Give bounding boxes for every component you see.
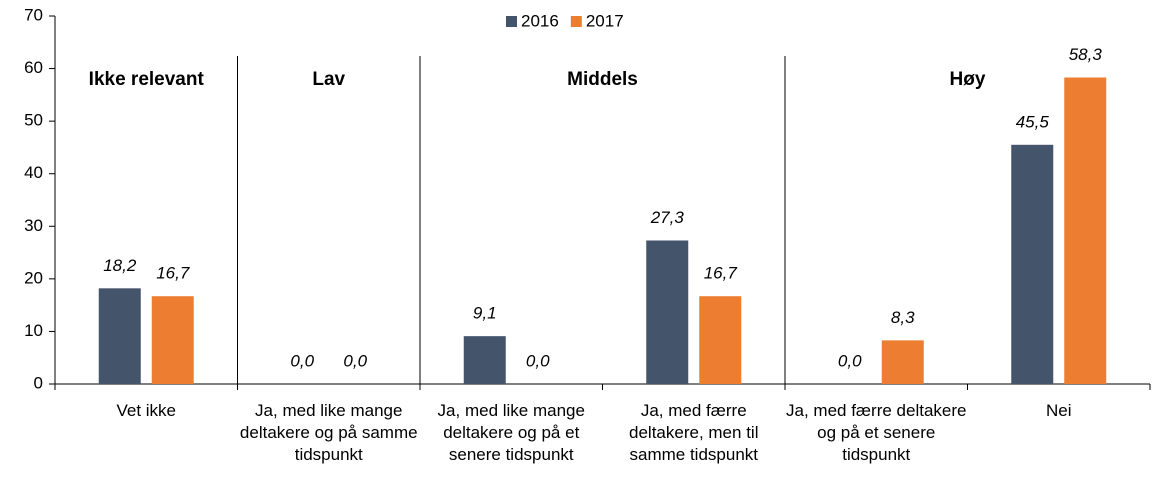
x-tick-label: Ja, med like mange deltakere og på et se… [437, 401, 585, 464]
value-label: 58,3 [1069, 45, 1103, 64]
legend-label: 2017 [586, 11, 624, 30]
bar [881, 340, 924, 384]
x-tick-label: Nei [1045, 401, 1072, 420]
x-tick-label: Ja, med like mange deltakere og på samme… [239, 401, 418, 464]
y-tick-label: 0 [34, 373, 43, 392]
y-tick-label: 20 [24, 268, 43, 287]
bar [98, 288, 141, 384]
bar [1064, 77, 1107, 384]
y-tick-label: 30 [24, 216, 43, 235]
value-label: 45,5 [1016, 112, 1050, 131]
bar [463, 336, 506, 384]
bar [151, 296, 194, 384]
bar [646, 240, 689, 384]
y-tick-label: 50 [24, 111, 43, 130]
value-label: 18,2 [103, 256, 137, 275]
bar [1011, 144, 1054, 384]
x-tick-label: Vet ikke [116, 401, 177, 420]
value-label: 16,7 [156, 264, 190, 283]
value-label: 0,0 [838, 351, 862, 370]
x-tick-label: Ja, med færre deltakere, men til samme t… [629, 401, 759, 464]
y-tick-label: 70 [24, 5, 43, 24]
value-label: 0,0 [526, 351, 550, 370]
section-label: Høy [950, 69, 986, 90]
legend-label: 2016 [521, 11, 559, 30]
legend-swatch [570, 16, 582, 27]
y-tick-label: 10 [24, 321, 43, 340]
bar [699, 296, 742, 384]
section-label: Lav [312, 69, 345, 90]
value-label: 27,3 [650, 208, 685, 227]
value-label: 8,3 [891, 308, 915, 327]
x-tick-label: Ja, med færre deltakere og på et senere … [786, 401, 967, 464]
legend-swatch [506, 16, 517, 27]
y-tick-label: 60 [24, 58, 43, 77]
y-tick-label: 40 [24, 163, 43, 182]
section-label: Middels [567, 69, 638, 90]
value-label: 0,0 [290, 351, 314, 370]
value-label: 16,7 [704, 264, 738, 283]
value-label: 0,0 [343, 351, 367, 370]
value-label: 9,1 [473, 304, 497, 323]
section-label: Ikke relevant [89, 69, 205, 90]
